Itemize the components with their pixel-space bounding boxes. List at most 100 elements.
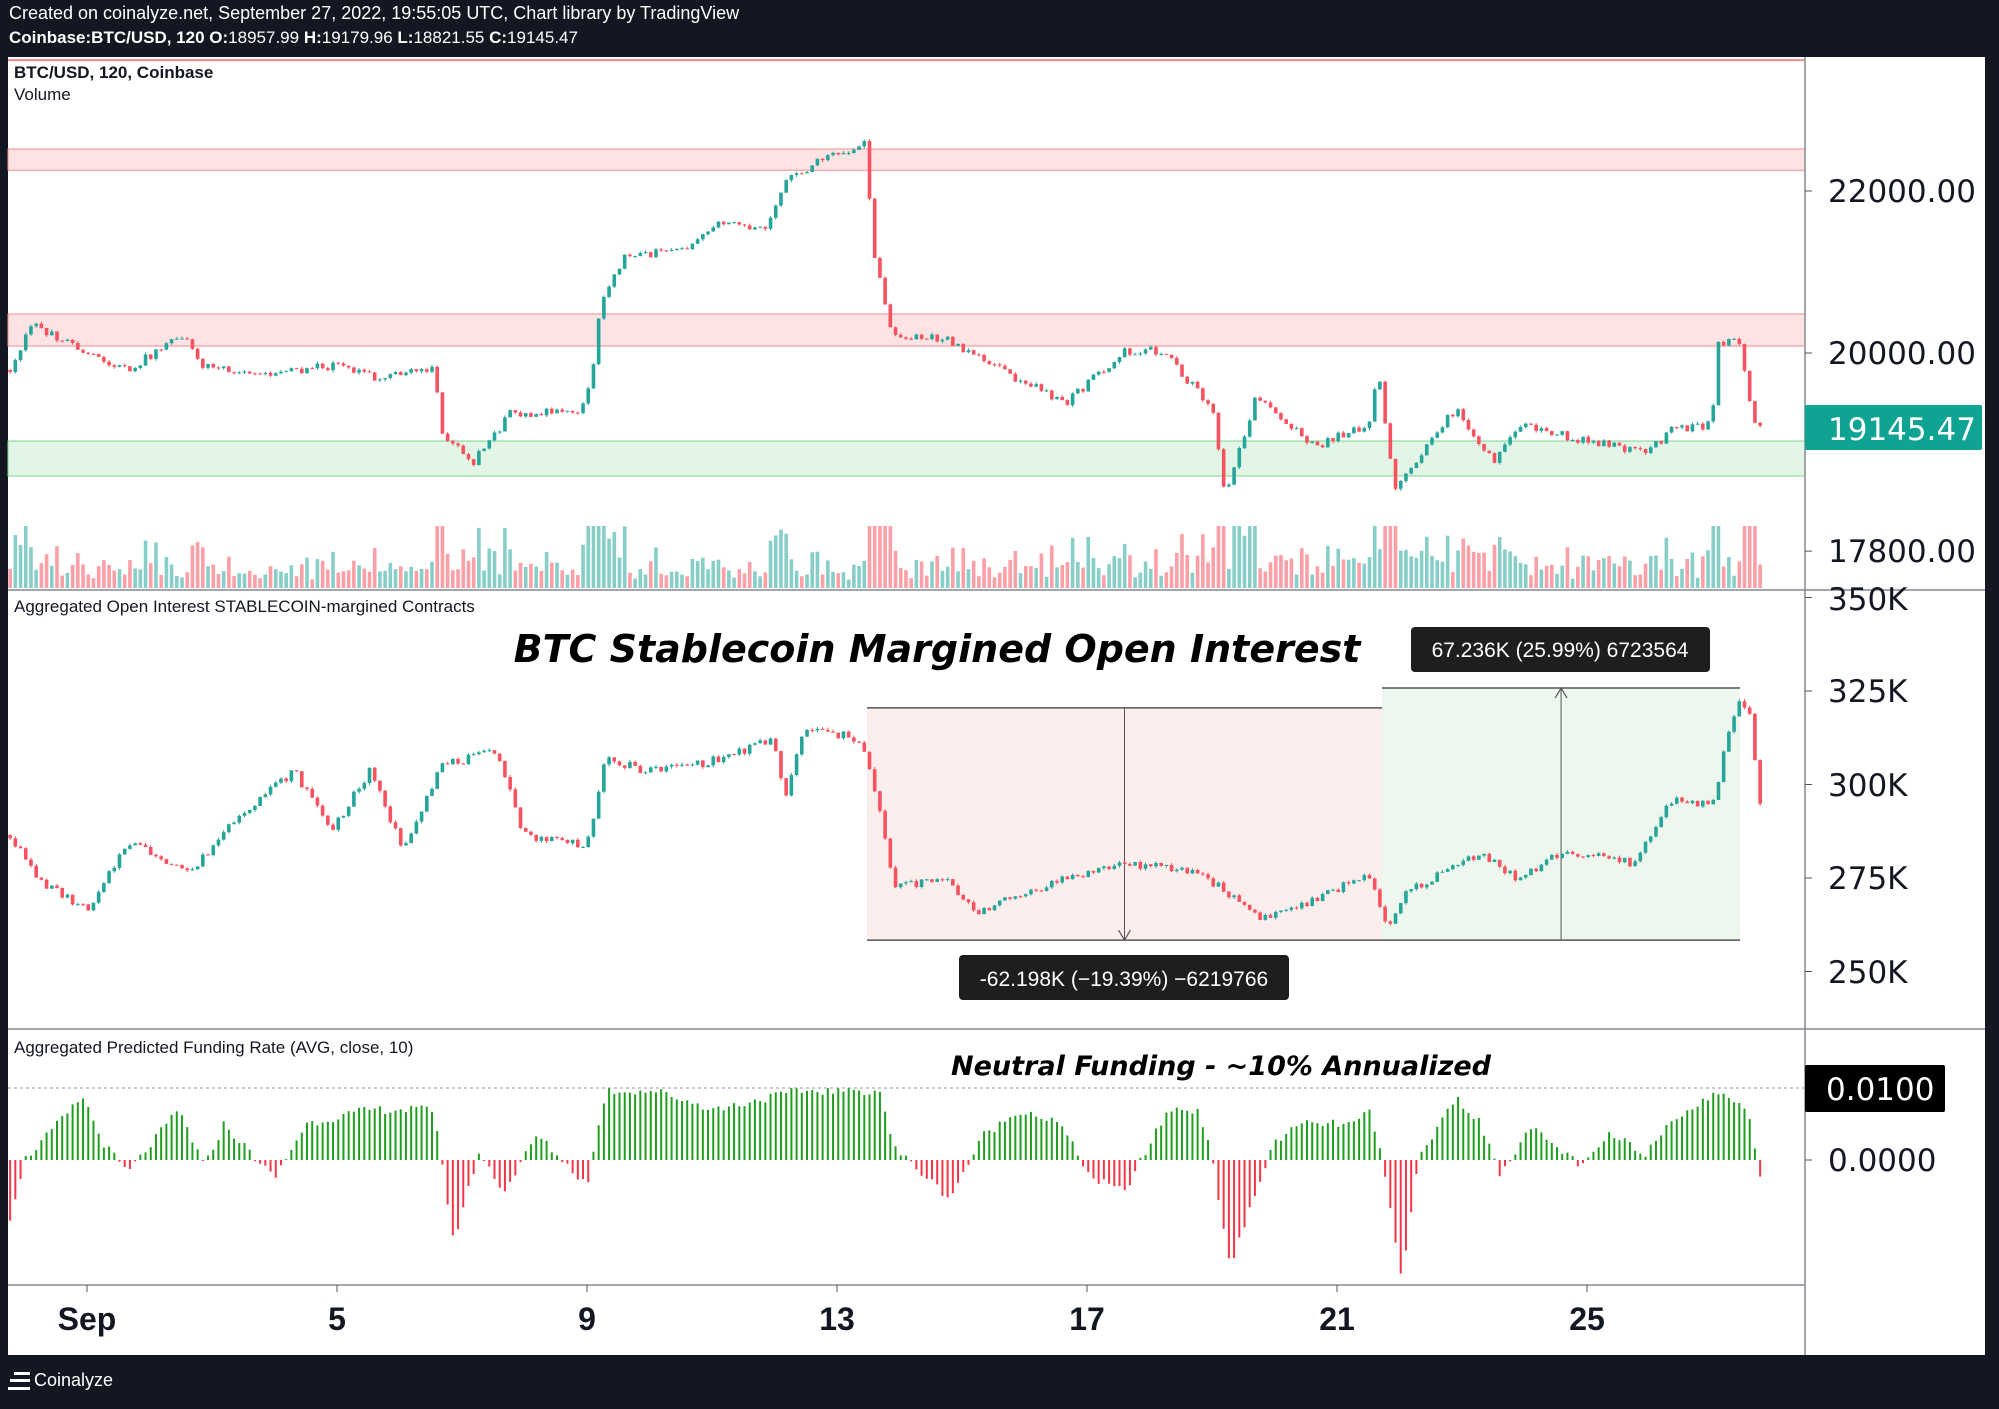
coinalyze-logo[interactable]: Coinalyze: [8, 1370, 113, 1391]
close-key: C:: [489, 28, 508, 47]
volume-bar: [1701, 556, 1705, 588]
volume-bar: [789, 559, 794, 588]
volume-bar: [49, 565, 54, 588]
volume-bar: [1466, 545, 1471, 588]
volume-bar: [966, 569, 971, 588]
funding-bar: [904, 1155, 907, 1160]
funding-bar: [378, 1106, 381, 1160]
funding-bar: [821, 1094, 824, 1160]
candle-body: [1232, 467, 1236, 485]
candle-body: [701, 760, 705, 768]
funding-bar: [1384, 1160, 1387, 1177]
candle-body: [1086, 870, 1091, 878]
candle-body: [534, 834, 538, 841]
funding-bar: [1441, 1117, 1444, 1160]
volume-bar: [773, 535, 778, 588]
candle-body: [1086, 379, 1091, 392]
funding-bar: [1394, 1160, 1397, 1243]
volume-bar: [1169, 566, 1174, 588]
funding-bar: [800, 1092, 803, 1160]
candle-body: [742, 748, 747, 754]
candle-body: [1690, 424, 1695, 432]
funding-bar: [1608, 1132, 1611, 1160]
volume-bar: [1690, 552, 1695, 588]
oi-rise-label: 67.236K (25.99%) 6723564: [1432, 639, 1689, 662]
candle-body: [1586, 436, 1591, 443]
candle-body: [737, 222, 742, 225]
funding-bar: [1363, 1112, 1366, 1160]
funding-bar: [61, 1116, 64, 1160]
candle-body: [1195, 381, 1200, 389]
funding-bar: [1170, 1111, 1173, 1160]
volume-bar: [201, 547, 205, 588]
candle-body: [60, 340, 65, 342]
candle-body: [180, 338, 184, 340]
volume-bar: [419, 568, 424, 588]
funding-bar: [753, 1099, 756, 1160]
candle-body: [549, 837, 554, 842]
candle-body: [784, 778, 788, 796]
volume-bar: [654, 547, 658, 588]
chart-canvas[interactable]: BTC/USD, 120, Coinbase Volume Aggregated…: [0, 0, 1999, 1355]
candle-body: [1424, 884, 1429, 888]
candle-body: [1753, 713, 1757, 761]
candle-body: [1143, 864, 1148, 869]
candle-body: [534, 414, 538, 417]
volume-bar: [18, 544, 23, 588]
volume-bar: [669, 571, 674, 588]
candle-body: [1581, 436, 1585, 443]
candle-body: [1383, 906, 1387, 922]
low-value: 18821.55: [413, 28, 485, 47]
candle-body: [268, 373, 273, 376]
funding-bar: [1524, 1132, 1527, 1160]
candle-body: [247, 809, 252, 813]
funding-bar: [1509, 1160, 1512, 1162]
volume-bar: [451, 570, 455, 588]
funding-bar: [634, 1094, 637, 1160]
candle-body: [1122, 862, 1127, 864]
funding-bar: [1691, 1109, 1694, 1160]
volume-bar: [648, 561, 653, 588]
funding-bar: [743, 1106, 746, 1160]
volume-bar: [305, 557, 309, 588]
red-zone: [7, 148, 1806, 171]
funding-bar: [321, 1122, 324, 1160]
candle-body: [1430, 881, 1434, 885]
funding-bar: [1024, 1114, 1027, 1160]
candle-body: [320, 805, 325, 816]
candle-body: [1523, 875, 1528, 878]
volume-bar: [930, 561, 934, 588]
green-zone: [7, 440, 1806, 477]
funding-bar: [660, 1089, 663, 1160]
volume-bar: [1430, 555, 1434, 588]
menu-icon[interactable]: [8, 1371, 30, 1390]
volume-bar: [299, 564, 304, 588]
funding-bar: [1186, 1110, 1189, 1160]
candle-body: [1211, 403, 1216, 413]
candle-body: [143, 354, 148, 366]
candle-body: [831, 152, 835, 156]
volume-bar: [1607, 556, 1611, 588]
candle-body: [1508, 870, 1512, 874]
candle-body: [263, 794, 268, 797]
volume-bar: [1560, 565, 1565, 588]
candle-body: [65, 339, 70, 342]
candle-body: [227, 366, 231, 373]
candle-body: [1430, 437, 1434, 445]
candle-body: [1419, 455, 1424, 463]
funding-bar: [665, 1092, 668, 1160]
funding-bar: [264, 1160, 267, 1166]
candle-body: [758, 740, 762, 744]
candle-body: [1310, 897, 1315, 906]
funding-bar: [233, 1138, 236, 1160]
funding-bar: [1592, 1151, 1595, 1160]
volume-bar: [1044, 576, 1049, 588]
volume-bar: [513, 570, 518, 588]
volume-bar: [576, 575, 580, 588]
candle-body: [1169, 354, 1174, 358]
candle-body: [1534, 424, 1538, 431]
candle-body: [1091, 870, 1096, 873]
funding-bar: [1097, 1160, 1100, 1184]
funding-bar: [274, 1160, 277, 1178]
candle-body: [1169, 865, 1174, 872]
